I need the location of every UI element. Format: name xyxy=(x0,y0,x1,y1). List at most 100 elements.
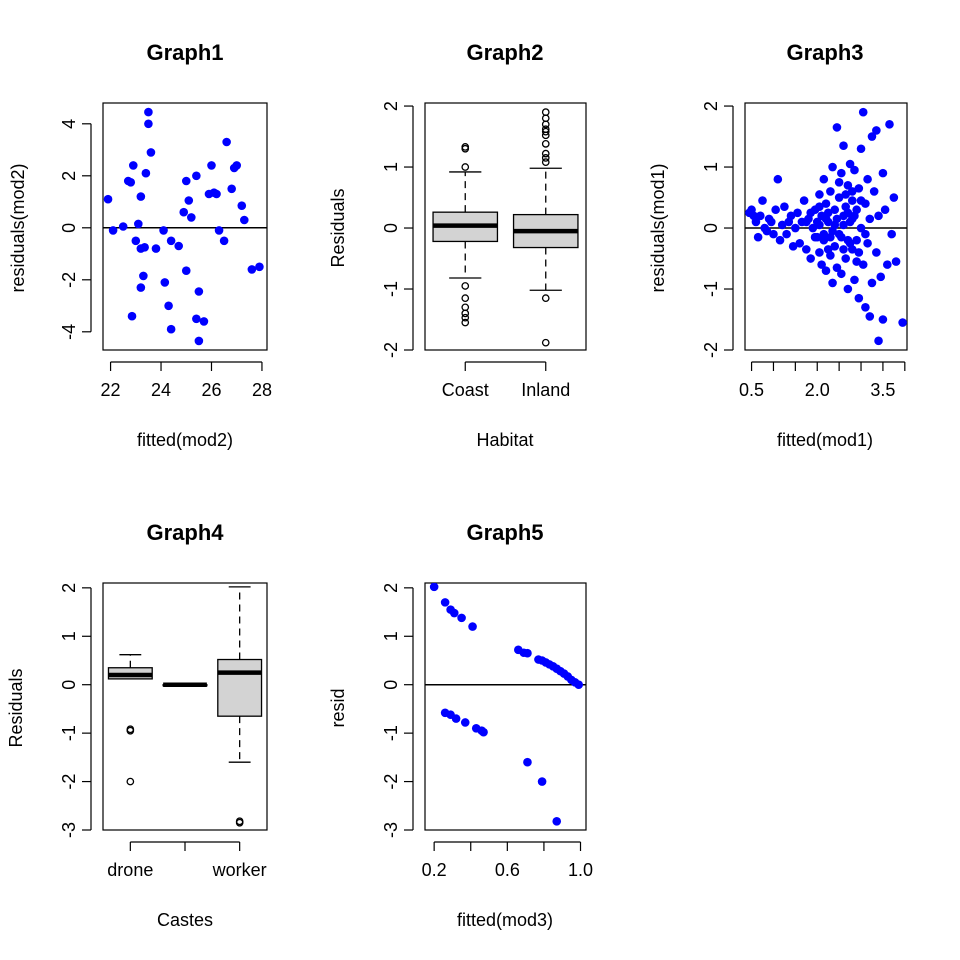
data-point xyxy=(887,229,896,239)
y-tick-label: 2 xyxy=(59,171,79,181)
data-point xyxy=(832,123,842,132)
data-point xyxy=(819,235,829,245)
data-point xyxy=(806,208,815,218)
x-tick-label: Inland xyxy=(521,380,570,400)
data-point xyxy=(869,187,879,196)
data-point xyxy=(843,181,853,190)
data-point xyxy=(854,293,864,303)
data-point xyxy=(874,211,883,221)
data-point xyxy=(449,608,459,618)
x-tick-label: worker xyxy=(212,860,267,880)
data-point xyxy=(451,714,461,723)
y-tick-label: 0 xyxy=(381,680,401,690)
data-point xyxy=(212,189,221,199)
data-point xyxy=(237,201,247,210)
y-axis-label: resid xyxy=(328,688,348,727)
data-point xyxy=(872,126,881,135)
data-point xyxy=(858,260,868,269)
y-tick-label: 1 xyxy=(381,162,401,172)
data-point xyxy=(131,236,141,246)
panel-title: Graph5 xyxy=(466,520,543,545)
data-point xyxy=(788,242,798,251)
data-point xyxy=(823,245,833,254)
data-point xyxy=(207,161,216,170)
x-tick-label: 0.2 xyxy=(422,860,447,880)
data-point xyxy=(179,207,189,217)
data-point xyxy=(850,275,859,285)
data-point xyxy=(151,244,161,253)
data-point xyxy=(801,217,811,227)
data-point xyxy=(872,248,881,257)
data-point xyxy=(808,223,818,233)
y-axis-label: Residuals xyxy=(6,668,26,747)
data-point xyxy=(214,226,224,235)
y-tick-label: 2 xyxy=(381,101,401,111)
data-point xyxy=(847,196,857,205)
y-axis-label: residuals(mod1) xyxy=(648,163,668,292)
data-point xyxy=(841,254,851,263)
data-point xyxy=(815,248,824,257)
y-tick-label: -1 xyxy=(59,725,79,741)
data-point xyxy=(103,194,113,204)
y-tick-label: 4 xyxy=(59,119,79,129)
data-point xyxy=(852,257,861,266)
data-point xyxy=(181,266,191,276)
panel-title: Graph3 xyxy=(786,40,863,65)
data-point xyxy=(865,214,875,224)
outlier-point xyxy=(541,114,550,123)
data-point xyxy=(863,238,872,248)
data-point xyxy=(429,583,439,592)
data-point xyxy=(128,161,138,170)
data-point xyxy=(856,223,866,233)
data-point xyxy=(762,226,772,236)
data-point xyxy=(523,757,532,767)
data-point xyxy=(769,229,778,239)
data-point xyxy=(184,196,194,205)
plot-frame xyxy=(424,102,587,351)
panel-title: Graph1 xyxy=(146,40,223,65)
outlier-point xyxy=(461,309,470,318)
data-point xyxy=(775,235,785,245)
data-point xyxy=(136,283,146,292)
data-point xyxy=(144,119,153,129)
x-axis-label: fitted(mod1) xyxy=(777,430,873,450)
outlier-point xyxy=(541,338,550,347)
data-point xyxy=(885,120,894,129)
data-point xyxy=(865,312,875,321)
data-point xyxy=(146,148,156,157)
data-point xyxy=(160,278,170,287)
data-point xyxy=(815,202,824,211)
data-point xyxy=(880,205,890,215)
data-point xyxy=(874,336,883,346)
data-point xyxy=(219,236,229,246)
data-point xyxy=(793,208,802,218)
data-point xyxy=(134,219,143,229)
data-point xyxy=(854,248,864,257)
data-point xyxy=(821,199,831,208)
data-point xyxy=(843,208,853,218)
y-tick-label: 2 xyxy=(701,101,721,111)
panel-graph4: Graph4 -3 -2 -1 0 1 2 drone worker Castes Resid… xyxy=(6,520,268,930)
data-point xyxy=(440,598,450,607)
outlier-point xyxy=(541,294,550,303)
data-point xyxy=(247,265,257,274)
data-point xyxy=(164,301,173,311)
y-tick-label: 2 xyxy=(59,583,79,593)
outlier-point xyxy=(541,108,550,116)
plot-area xyxy=(107,586,263,827)
panel-title: Graph2 xyxy=(466,40,543,65)
y-tick-label: -2 xyxy=(701,342,721,358)
outlier-point xyxy=(461,313,470,322)
data-point xyxy=(136,192,146,201)
data-point xyxy=(766,217,776,227)
y-tick-label: -4 xyxy=(59,324,79,340)
box-group xyxy=(162,682,208,687)
data-point xyxy=(255,262,264,272)
y-tick-label: -2 xyxy=(381,342,401,358)
data-point xyxy=(839,220,848,230)
panel-graph2: Graph2 -2 -1 0 1 2 Coast Inland Habitat Residu… xyxy=(328,40,587,450)
data-point xyxy=(867,132,877,141)
data-point xyxy=(194,287,204,296)
data-point xyxy=(878,168,888,178)
